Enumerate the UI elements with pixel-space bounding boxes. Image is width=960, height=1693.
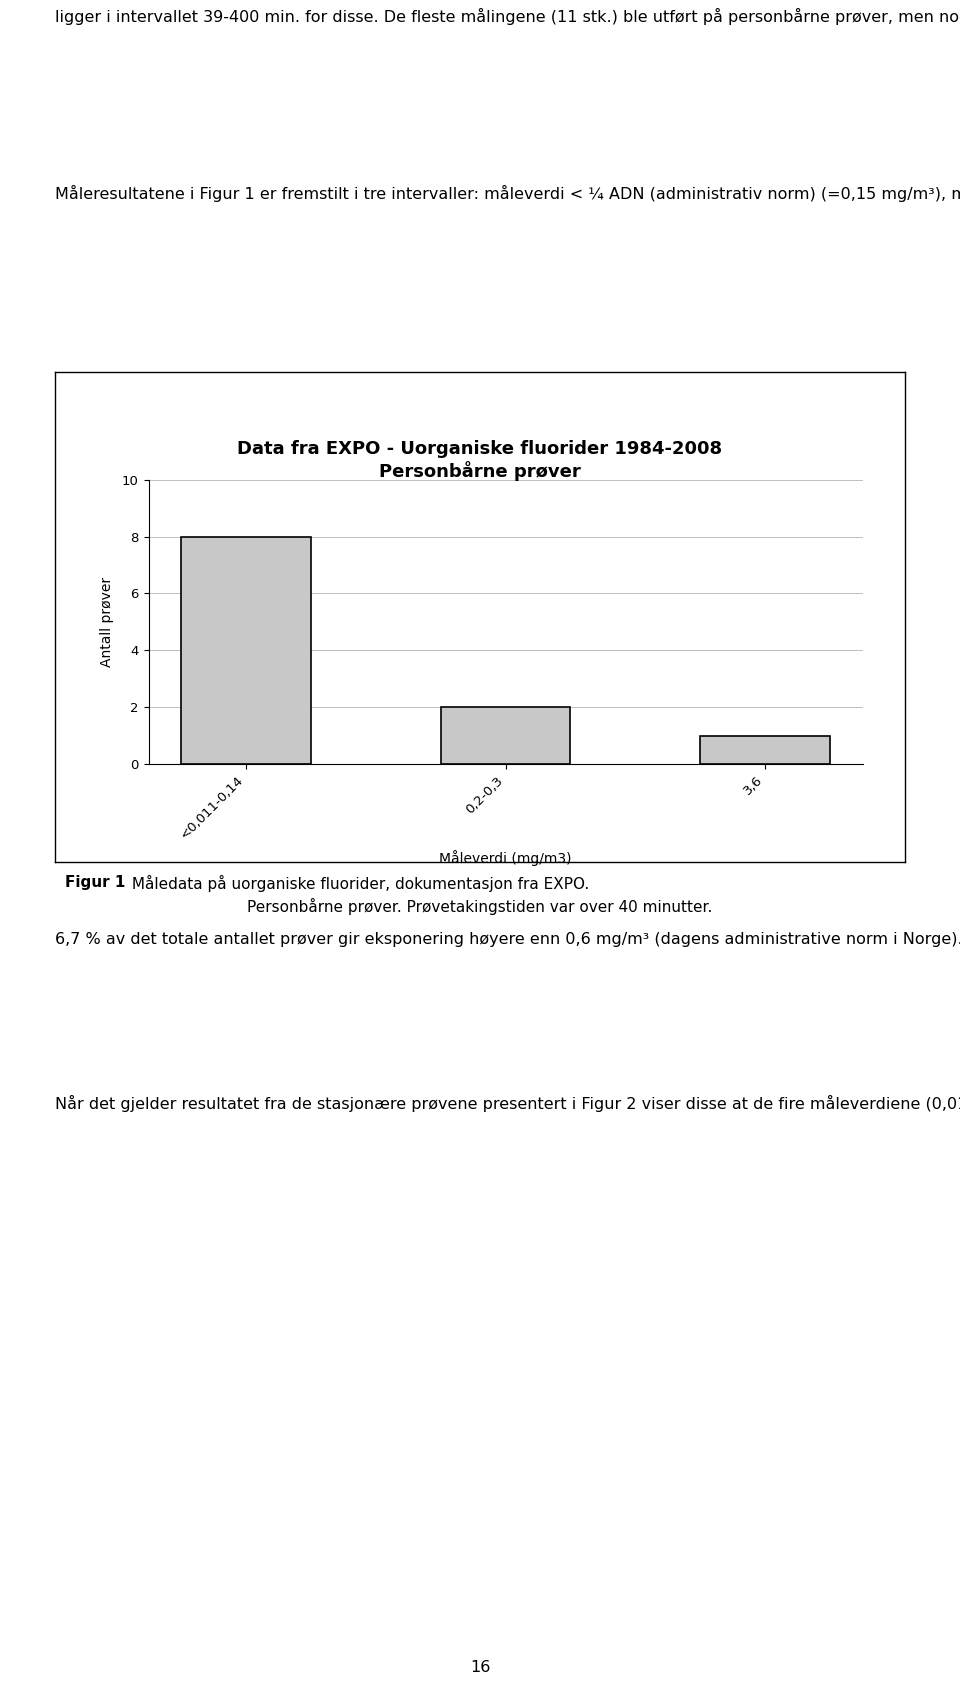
Bar: [180, 537, 311, 764]
X-axis label: Måleverdi (mg/m3): Måleverdi (mg/m3): [440, 850, 572, 867]
Text: Måleresultatene i Figur 1 er fremstilt i tre intervaller: måleverdi < ¼ ADN (adm: Måleresultatene i Figur 1 er fremstilt i…: [55, 185, 960, 201]
Text: Personbårne prøver. Prøvetakingstiden var over 40 minutter.: Personbårne prøver. Prøvetakingstiden va…: [248, 897, 712, 914]
Text: ligger i intervallet 39-400 min. for disse. De fleste målingene (11 stk.) ble ut: ligger i intervallet 39-400 min. for dis…: [55, 8, 960, 25]
Text: Måledata på uorganiske fluorider, dokumentasjon fra EXPO.: Måledata på uorganiske fluorider, dokume…: [127, 875, 589, 892]
Text: Når det gjelder resultatet fra de stasjonære prøvene presentert i Figur 2 viser : Når det gjelder resultatet fra de stasjo…: [55, 1095, 960, 1112]
Bar: [700, 735, 830, 764]
Text: 16: 16: [469, 1661, 491, 1674]
Text: Data fra EXPO - Uorganiske fluorider 1984-2008
Personbårne prøver: Data fra EXPO - Uorganiske fluorider 198…: [237, 440, 723, 481]
Text: Figur 1: Figur 1: [64, 875, 125, 891]
Y-axis label: Antall prøver: Antall prøver: [100, 577, 113, 667]
Bar: [441, 708, 570, 764]
Text: 6,7 % av det totale antallet prøver gir eksponering høyere enn 0,6 mg/m³ (dagens: 6,7 % av det totale antallet prøver gir …: [55, 929, 960, 946]
